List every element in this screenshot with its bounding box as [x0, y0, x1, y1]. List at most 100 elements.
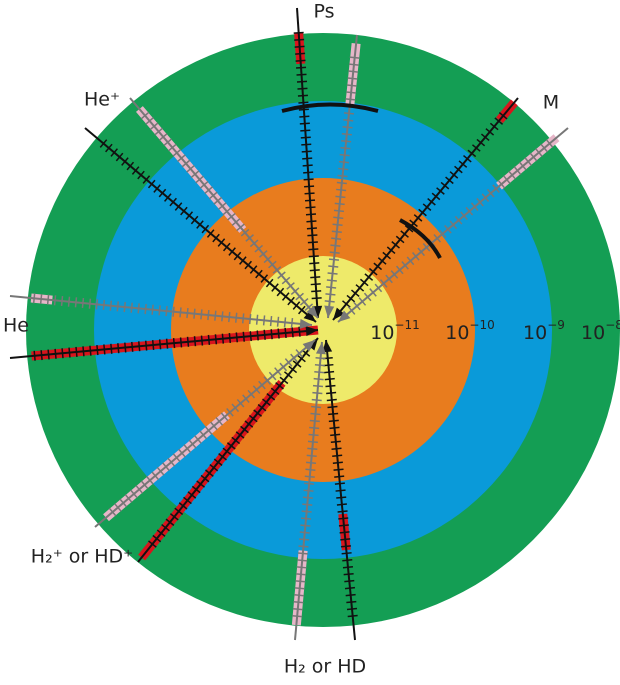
spoke-tick — [292, 614, 303, 618]
spoke-tick — [185, 211, 194, 220]
spoke-tick — [218, 202, 227, 210]
spoke-tick — [292, 301, 301, 310]
spoke-tick — [186, 307, 189, 319]
spoke-tick — [206, 229, 215, 238]
spoke-tick — [296, 66, 307, 69]
spoke-tick — [116, 301, 119, 312]
spoke-tick — [165, 305, 168, 317]
spoke-tick — [386, 246, 396, 254]
spoke-tick — [244, 260, 253, 270]
spoke-tick — [33, 350, 36, 361]
spoke-tick — [342, 565, 354, 569]
spoke-tick — [39, 293, 43, 305]
spoke-tick — [165, 518, 175, 526]
spoke-tick — [444, 224, 452, 234]
spoke-tick — [110, 148, 118, 157]
spoke-tick — [105, 143, 113, 153]
spoke-tick — [412, 252, 420, 261]
spoke-tick — [227, 212, 236, 221]
scale-base: 10 — [523, 322, 547, 344]
spoke-tick — [130, 302, 133, 313]
spoke-tick — [413, 214, 423, 222]
spoke-tick — [214, 334, 218, 345]
spoke-tick — [476, 197, 484, 207]
spoke-tick — [349, 56, 360, 59]
spoke-tick — [169, 197, 177, 207]
spoke-tick — [340, 538, 351, 541]
spoke-tick — [265, 278, 274, 288]
spoke-tick — [201, 224, 210, 234]
spoke-tick — [422, 203, 432, 211]
spoke-tick — [296, 566, 307, 569]
spoke-tick — [258, 250, 268, 258]
spoke-tick — [341, 139, 352, 143]
spoke-tick — [235, 431, 245, 439]
spoke-tick — [298, 326, 301, 337]
spoke-tick — [296, 80, 308, 83]
spoke-tick — [342, 559, 353, 562]
system-label: H₂ or HD — [284, 656, 366, 678]
spoke-tick — [295, 349, 304, 358]
spoke-tick — [332, 454, 343, 457]
spoke-tick — [334, 482, 345, 485]
spoke-tick — [338, 524, 349, 527]
spoke-tick — [61, 348, 64, 359]
spoke-tick — [327, 272, 338, 275]
spoke-tick — [283, 371, 293, 379]
spoke-tick — [199, 180, 209, 189]
arrowhead — [315, 342, 326, 355]
spoke-tick — [454, 165, 463, 174]
spoke-tick — [298, 101, 309, 104]
spoke-tick — [179, 307, 182, 318]
spoke-tick — [325, 293, 336, 296]
spoke-tick — [300, 524, 311, 527]
spoke-tick — [438, 229, 447, 239]
spoke-tick — [295, 580, 306, 583]
spoke-tick — [338, 167, 349, 171]
spoke — [296, 7, 319, 319]
spoke-tick — [306, 454, 317, 458]
spoke-tick — [328, 412, 339, 416]
spoke-tick — [489, 122, 499, 131]
spoke-tick — [422, 243, 431, 252]
bound-arc — [399, 218, 442, 259]
spoke-tick — [287, 296, 295, 306]
spoke-tick — [213, 196, 223, 205]
spoke-tick — [266, 393, 276, 401]
spoke-tick — [99, 139, 108, 148]
spoke-tick — [400, 230, 409, 238]
spoke-tick — [328, 265, 339, 268]
spoke-tick — [401, 261, 409, 270]
spoke-tick — [236, 223, 245, 232]
spoke-tick — [233, 251, 242, 261]
spoke-tick — [346, 84, 357, 87]
spoke-tick — [207, 309, 210, 321]
spoke-tick — [242, 394, 250, 403]
spoke-tick — [204, 186, 213, 194]
spoke-tick — [193, 308, 196, 319]
labels: Ps M He⁺ He H₂⁺ or HD⁺ H₂ or HD 10−11 10−… — [3, 1, 620, 678]
spoke-tick — [341, 552, 352, 555]
spoke-tick — [220, 412, 229, 422]
spoke-tick — [315, 357, 326, 360]
spoke-tick — [249, 265, 258, 274]
spoke-tick — [262, 398, 271, 406]
spoke-tick — [124, 342, 127, 353]
spoke-tick — [163, 138, 173, 147]
spoke-tick — [158, 305, 161, 316]
spoke-tick — [302, 164, 313, 167]
spoke-tick — [545, 139, 554, 148]
spoke-tick — [299, 298, 309, 306]
spoke-tick — [331, 237, 342, 240]
spoke-tick — [130, 489, 138, 499]
spoke-tick — [417, 247, 425, 257]
spoke-tick — [82, 346, 85, 357]
spoke-tick — [328, 419, 339, 423]
spoke-tick — [436, 187, 445, 195]
spoke-tick — [275, 382, 284, 390]
spoke-tick — [252, 385, 261, 394]
spoke-tick — [258, 380, 266, 390]
scale-label: 10−10 — [445, 318, 495, 344]
spoke-tick — [183, 496, 192, 505]
spoke-tick — [293, 601, 304, 604]
